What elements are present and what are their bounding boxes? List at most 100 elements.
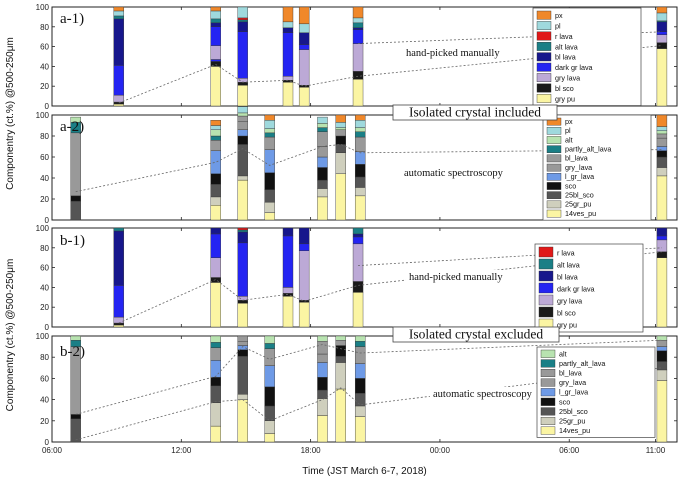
- bar-segment-gry-lava: [656, 239, 668, 252]
- bar-segment-25bl-sco: [335, 355, 346, 363]
- bar-segment-bl-sco: [210, 277, 221, 283]
- bar-segment-14ves-pu: [237, 179, 248, 221]
- panel-2: 0 20 40 60 80 100 a-2) automatic spectroscopy px…: [36, 106, 678, 225]
- bar-segment-bl-lava: [317, 341, 328, 355]
- bar-segment-14ves-pu: [317, 415, 328, 443]
- legend-item-pl: pl: [565, 126, 571, 135]
- legend-swatch: [536, 83, 552, 93]
- y-tick-label: 20: [40, 417, 49, 426]
- bar-segment-dark-gr-lava: [282, 32, 294, 77]
- bar-segment-alt: [354, 127, 366, 132]
- bar-segment-px: [656, 6, 668, 14]
- legend-swatch: [538, 258, 554, 270]
- banner-text: Isolated crystal included: [409, 105, 541, 120]
- bar-segment-dark-gr-lava: [352, 29, 364, 44]
- bar-segment-alt-lava: [113, 227, 125, 232]
- x-tick-label: 06:00: [42, 446, 63, 455]
- legend-swatch: [536, 93, 552, 103]
- bar-segment-l-gr-lava: [264, 365, 275, 388]
- bar-segment-alt-lava: [352, 227, 364, 235]
- bar-segment-gry-lava: [282, 76, 294, 81]
- legend-item-gry-lava: gry_lava: [565, 163, 592, 172]
- bar-segment-25bl-sco: [70, 418, 81, 443]
- legend-swatch: [546, 191, 562, 200]
- legend-item-gry-pu: gry pu: [557, 321, 577, 330]
- y-tick-label: 100: [36, 332, 50, 341]
- y-tick-label: 80: [40, 23, 49, 32]
- legend-item-bl-lava: bl lava: [557, 273, 578, 282]
- trend-line: [118, 45, 662, 104]
- legend-swatch: [540, 369, 556, 378]
- bar-segment-sco: [354, 378, 366, 394]
- y-tick-label: 80: [40, 132, 49, 141]
- bar-segment-l-gr-lava: [354, 151, 366, 165]
- y-tick-label: 40: [40, 62, 49, 71]
- x-tick-label: 11:00: [646, 446, 666, 455]
- bar-segment-sco: [656, 350, 668, 362]
- bar-segment-bl-lava: [656, 227, 668, 237]
- legend-item-25gr-pu: 25gr_pu: [559, 417, 585, 426]
- panel-label: a-2): [60, 119, 84, 135]
- bar-segment-l-gr-lava: [237, 129, 248, 137]
- bar-segment-alt: [237, 112, 248, 117]
- legend-item-gry-lava: gry lava: [555, 74, 580, 83]
- bar-segment-25bl-sco: [656, 361, 668, 371]
- bar-segment-25gr-pu: [656, 369, 668, 381]
- bar-segment-bl-lava: [298, 32, 310, 45]
- bar-segment-pl: [237, 106, 248, 114]
- y-tick-label: 20: [40, 195, 49, 204]
- y-tick-label: 0: [45, 102, 50, 111]
- bar-segment-partly-alt-lava: [354, 131, 366, 138]
- bar-segment-14ves-pu: [354, 195, 366, 221]
- bar-segment-25bl-sco: [317, 179, 328, 189]
- legend-swatch: [536, 21, 552, 30]
- legend-item-dark-gr-lava: dark gr lava: [557, 285, 595, 294]
- bar-segment-25bl-sco: [210, 184, 221, 198]
- bar-segment-gry-lava: [210, 257, 221, 278]
- legend-swatch: [536, 42, 552, 51]
- bar-segment-bl-lava: [282, 227, 294, 237]
- bar-segment-25gr-pu: [264, 420, 275, 434]
- panel-label: b-2): [60, 344, 85, 360]
- bar-segment-gry-pu: [237, 85, 248, 107]
- legend-item-25gr-pu: 25gr_pu: [565, 200, 591, 209]
- legend-item-gry-lava: gry lava: [557, 297, 582, 306]
- x-tick-label: 18:00: [301, 446, 322, 455]
- bar-segment-gry-pu: [298, 86, 310, 107]
- bar-segment-l-gr-lava: [656, 346, 668, 352]
- panel-label: a-1): [60, 11, 84, 27]
- legend-swatch: [540, 378, 556, 387]
- bar-segment-dark-gr-lava: [113, 285, 125, 318]
- bar-segment-pl: [264, 120, 275, 129]
- legend-swatch: [546, 163, 562, 172]
- legend-swatch: [538, 246, 554, 258]
- panel-annotation: automatic spectroscopy: [433, 389, 533, 400]
- y-tick-label: 60: [40, 43, 49, 52]
- legend-swatch: [546, 200, 562, 209]
- bar-segment-dark-gr-lava: [298, 243, 310, 251]
- y-tick-label: 100: [36, 3, 50, 12]
- bar-segment-partly-alt-lava: [264, 343, 275, 349]
- legend-swatch: [546, 145, 562, 154]
- trend-line: [75, 143, 662, 193]
- x-tick-label: 12:00: [171, 446, 192, 455]
- bar-segment-dark-gr-lava: [210, 233, 221, 258]
- y-tick-label: 60: [40, 153, 49, 162]
- bar-segment-bl-lava: [354, 346, 366, 364]
- bar-segment-l-gr-lava: [354, 363, 366, 379]
- legend-swatch: [546, 182, 562, 190]
- bar-segment-partly-alt-lava: [354, 341, 366, 347]
- bar-segment-sco: [264, 386, 275, 407]
- bar-segment-px: [656, 114, 668, 127]
- y-tick-label: 0: [45, 438, 50, 447]
- bar-segment-14ves-pu: [335, 173, 346, 221]
- bar-segment-gry-pu: [113, 103, 125, 107]
- bar-segment-dark-gr-lava: [656, 235, 668, 241]
- bar-segment-bl-sco: [656, 42, 668, 49]
- bar-segment-dark-gr-lava: [210, 59, 221, 62]
- legend-item-l-gr-lava: l_gr_lava: [559, 388, 588, 397]
- bar-segment-bl-lava: [298, 227, 310, 245]
- bar-segment-bl-lava: [352, 233, 364, 238]
- bar-segment-gry-lava: [113, 316, 125, 324]
- bar-segment-sco: [335, 345, 346, 357]
